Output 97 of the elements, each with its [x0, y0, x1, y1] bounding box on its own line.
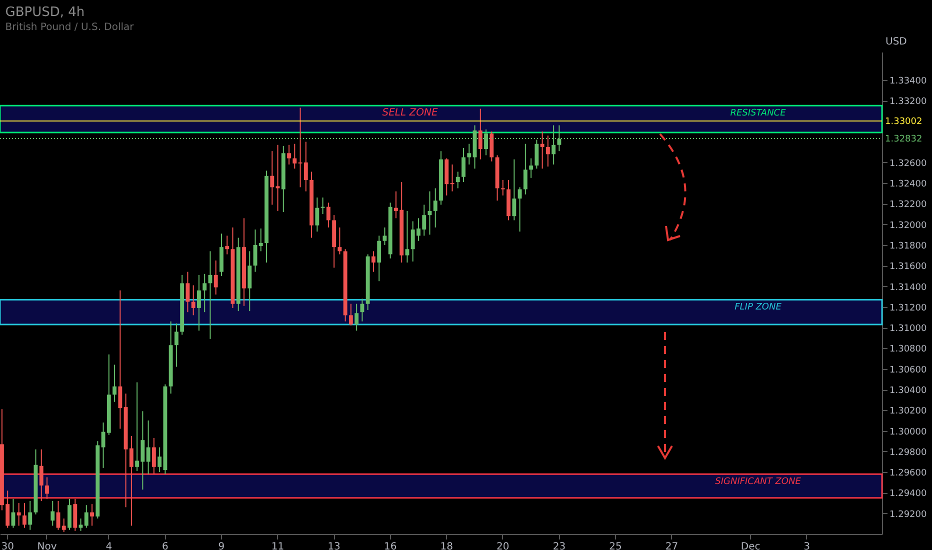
x-tick-label: 16	[384, 542, 397, 550]
candlestick	[518, 186, 522, 232]
band-label: RESISTANCE	[730, 108, 786, 119]
candlestick	[292, 143, 297, 170]
candlestick	[405, 210, 410, 264]
chart-title: GBPUSD, 4h	[5, 5, 85, 20]
y-axis-title: USD	[886, 36, 908, 48]
candlestick	[348, 303, 353, 326]
candlestick	[62, 518, 66, 532]
candlestick	[338, 226, 342, 255]
candlestick	[433, 188, 438, 228]
y-tick-label: 1.31200	[890, 303, 927, 314]
y-tick-label: 1.31000	[890, 324, 927, 334]
band-label: SIGNIFICANT ZONE	[715, 477, 802, 488]
x-tick-label: 6	[162, 542, 168, 550]
candlestick	[28, 500, 32, 530]
x-tick-label: 18	[440, 542, 453, 550]
candlestick	[371, 250, 376, 272]
y-tick-label: 1.30000	[890, 427, 927, 438]
x-tick-label: Dec	[740, 542, 760, 550]
candlestick	[540, 130, 544, 170]
candlestick	[50, 500, 55, 526]
y-tick-label: 1.32400	[890, 180, 927, 190]
x-tick-label: 13	[328, 542, 340, 550]
candlestick	[512, 158, 516, 221]
candlestick	[90, 504, 94, 526]
candlestick	[112, 364, 117, 402]
candlestick	[202, 273, 207, 313]
candlestick	[174, 322, 178, 368]
candlestick	[22, 502, 26, 528]
y-tick-label: 1.33400	[890, 76, 927, 86]
candlestick	[84, 504, 88, 528]
y-tick-label: 1.29600	[890, 468, 927, 479]
candlestick	[45, 476, 49, 500]
candlestick	[39, 448, 44, 502]
band-label: FLIP ZONE	[734, 302, 782, 313]
ref-line-label: 1.33002	[885, 116, 922, 127]
y-tick-label: 1.29400	[890, 489, 927, 500]
candlestick	[523, 143, 528, 195]
x-tick-label: 30	[1, 542, 14, 550]
y-tick-label: 1.30800	[890, 344, 927, 355]
candlestick	[382, 226, 387, 246]
y-tick-label: 1.30400	[890, 386, 927, 396]
candlestick	[354, 303, 359, 332]
candlestick	[214, 260, 218, 296]
candlestick	[320, 197, 325, 215]
x-tick-label: 9	[218, 542, 225, 550]
candlestick	[529, 158, 534, 178]
y-tick-label: 1.31400	[890, 282, 927, 293]
x-tick-label: 27	[665, 542, 678, 550]
y-tick-label: 1.32000	[890, 220, 927, 231]
candlestick	[258, 228, 263, 252]
candlestick	[546, 135, 550, 168]
candlestick	[186, 271, 190, 313]
candlestick	[248, 250, 252, 312]
x-tick-label: 20	[496, 542, 510, 550]
y-tick-label: 1.29200	[890, 510, 927, 520]
x-tick-label: 3	[804, 542, 810, 550]
candlestick	[534, 139, 539, 170]
candlestick	[287, 144, 291, 165]
y-tick-label: 1.31600	[890, 262, 927, 272]
y-tick-label: 1.32200	[890, 200, 927, 210]
candlestick	[78, 518, 83, 532]
candlestick	[73, 498, 78, 532]
x-tick-label: 23	[552, 542, 566, 550]
candlestick	[152, 438, 156, 475]
annotation: SELL ZONE	[382, 108, 438, 119]
y-tick-label: 1.32600	[890, 158, 927, 169]
candlestick	[326, 202, 330, 228]
x-tick-label: 11	[271, 542, 284, 550]
candlestick	[225, 235, 230, 255]
chart-subtitle: British Pound / U.S. Dollar	[5, 22, 135, 33]
y-tick-label: 1.29800	[890, 448, 927, 458]
candlestick	[500, 179, 505, 196]
candlestick	[270, 150, 274, 206]
candlestick	[191, 284, 196, 316]
y-tick-label: 1.31800	[890, 242, 927, 252]
y-tick-label: 1.30200	[890, 406, 927, 417]
candlestick	[377, 235, 382, 282]
candlestick	[118, 290, 122, 430]
x-tick-label: 4	[106, 542, 112, 550]
candlestick	[16, 502, 21, 526]
x-tick-label: Nov	[37, 542, 57, 550]
candlestick	[360, 298, 364, 322]
candlestick	[197, 274, 201, 332]
candlestick	[490, 130, 494, 162]
candlestick	[467, 143, 472, 165]
y-tick-label: 1.30600	[890, 365, 927, 376]
candlestick	[462, 147, 466, 183]
candlestick	[456, 171, 460, 189]
candlestick	[146, 420, 150, 475]
x-tick-label: 25	[609, 542, 622, 550]
candlestick	[68, 498, 72, 530]
y-tick-label: 1.33200	[890, 97, 927, 108]
candlestick	[478, 108, 482, 160]
ref-line-label: 1.32832	[885, 134, 922, 144]
candlestick	[315, 197, 320, 232]
